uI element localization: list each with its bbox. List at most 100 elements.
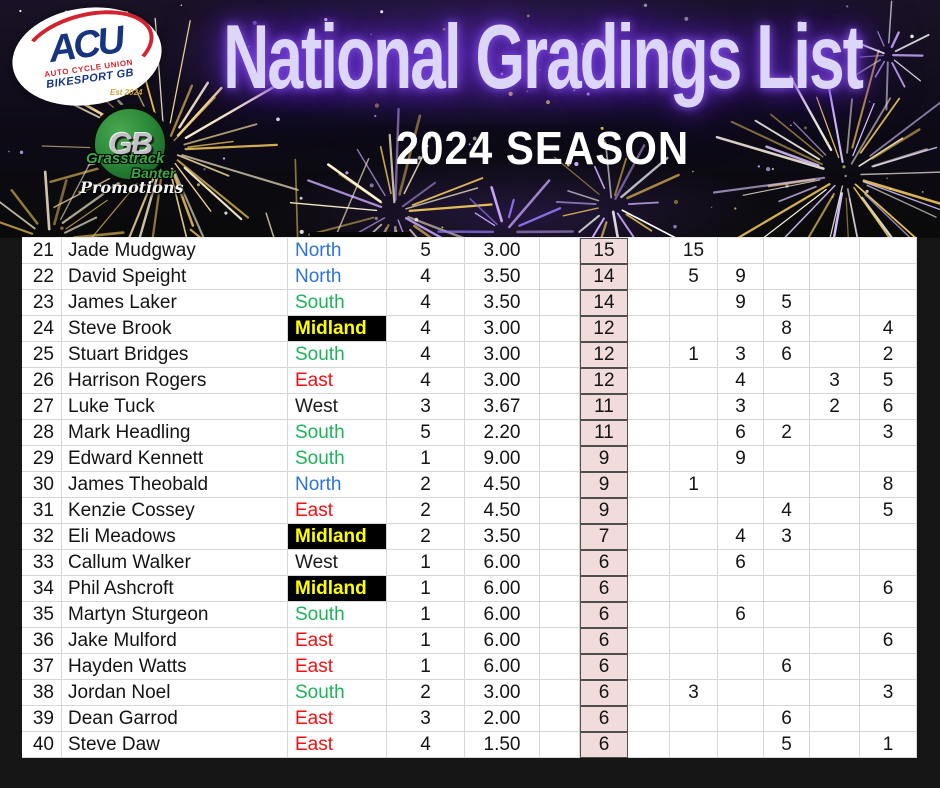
- spacer-cell: [540, 602, 580, 628]
- event-score-cell: [860, 524, 917, 550]
- average-cell: 3.00: [465, 680, 540, 706]
- event-score-cell: 6: [860, 628, 917, 654]
- event-score-cell: 1: [860, 732, 917, 758]
- rider-name-cell: Steve Brook: [62, 316, 288, 342]
- rank-cell: 25: [22, 342, 62, 368]
- events-count-cell: 1: [387, 628, 465, 654]
- rider-name-cell: Harrison Rogers: [62, 368, 288, 394]
- event-score-cell: [810, 732, 860, 758]
- event-score-cell: [670, 446, 718, 472]
- event-score-cell: 6: [860, 576, 917, 602]
- event-score-cell: [670, 290, 718, 316]
- purple-haze: [260, 155, 780, 238]
- event-score-cell: [670, 628, 718, 654]
- event-score-cell: [860, 706, 917, 732]
- event-score-cell: [670, 550, 718, 576]
- spacer-cell: [540, 446, 580, 472]
- region-cell: South: [288, 420, 387, 446]
- event-score-cell: [718, 654, 764, 680]
- events-count-cell: 1: [387, 550, 465, 576]
- event-score-cell: [810, 472, 860, 498]
- event-score-cell: 6: [718, 602, 764, 628]
- total-points-cell: 6: [580, 706, 628, 732]
- rank-cell: 22: [22, 264, 62, 290]
- events-count-cell: 3: [387, 394, 465, 420]
- event-score-cell: 2: [860, 342, 917, 368]
- total-points-cell: 6: [580, 576, 628, 602]
- event-score-cell: [810, 576, 860, 602]
- spacer-cell: [540, 628, 580, 654]
- region-cell: East: [288, 654, 387, 680]
- event-score-cell: [764, 550, 810, 576]
- event-score-cell: 8: [764, 316, 810, 342]
- event-score-cell: [718, 732, 764, 758]
- rider-name-cell: Luke Tuck: [62, 394, 288, 420]
- event-score-cell: 3: [860, 680, 917, 706]
- rider-name-cell: Hayden Watts: [62, 654, 288, 680]
- average-cell: 3.50: [465, 290, 540, 316]
- spacer-cell: [540, 654, 580, 680]
- season-subtitle: 2024 SEASON: [395, 122, 690, 174]
- spacer-cell: [540, 706, 580, 732]
- total-points-cell: 6: [580, 602, 628, 628]
- event-score-cell: [628, 264, 670, 290]
- average-cell: 3.00: [465, 316, 540, 342]
- purple-haze: [150, 0, 810, 130]
- total-points-cell: 9: [580, 498, 628, 524]
- event-score-cell: [810, 264, 860, 290]
- event-score-cell: [628, 550, 670, 576]
- rank-cell: 28: [22, 420, 62, 446]
- spacer-cell: [540, 680, 580, 706]
- rank-cell: 30: [22, 472, 62, 498]
- event-score-cell: [670, 654, 718, 680]
- region-cell: East: [288, 732, 387, 758]
- region-cell: West: [288, 550, 387, 576]
- gb-est-text: Est 2024: [110, 88, 143, 97]
- event-score-cell: [628, 316, 670, 342]
- event-score-cell: 6: [764, 706, 810, 732]
- event-score-cell: [718, 680, 764, 706]
- region-cell: North: [288, 264, 387, 290]
- region-cell: South: [288, 446, 387, 472]
- rider-name-cell: Jade Mudgway: [62, 238, 288, 264]
- total-points-cell: 12: [580, 368, 628, 394]
- gradings-table: 21 Jade Mudgway North 5 3.00 15 15 22 David Spei…: [22, 237, 917, 758]
- gb-brand-grasstrack: Grasstrack: [86, 150, 165, 167]
- event-score-cell: 9: [718, 446, 764, 472]
- event-score-cell: 4: [718, 368, 764, 394]
- event-score-cell: [810, 654, 860, 680]
- event-score-cell: [764, 680, 810, 706]
- event-score-cell: 2: [764, 420, 810, 446]
- rank-cell: 40: [22, 732, 62, 758]
- region-cell: South: [288, 680, 387, 706]
- event-score-cell: 1: [670, 472, 718, 498]
- event-score-cell: [764, 602, 810, 628]
- events-count-cell: 1: [387, 576, 465, 602]
- event-score-cell: [764, 472, 810, 498]
- rider-name-cell: Callum Walker: [62, 550, 288, 576]
- event-score-cell: [628, 446, 670, 472]
- event-score-cell: [810, 524, 860, 550]
- event-score-cell: 6: [860, 394, 917, 420]
- rider-name-cell: Jake Mulford: [62, 628, 288, 654]
- rank-cell: 39: [22, 706, 62, 732]
- event-score-cell: [670, 706, 718, 732]
- rank-cell: 37: [22, 654, 62, 680]
- event-score-cell: [628, 368, 670, 394]
- event-score-cell: [628, 290, 670, 316]
- event-score-cell: [628, 472, 670, 498]
- event-score-cell: [860, 602, 917, 628]
- event-score-cell: [718, 472, 764, 498]
- event-score-cell: [670, 576, 718, 602]
- region-cell: Midland: [288, 524, 387, 550]
- event-score-cell: [764, 368, 810, 394]
- event-score-cell: [810, 498, 860, 524]
- event-score-cell: 4: [718, 524, 764, 550]
- spacer-cell: [540, 576, 580, 602]
- event-score-cell: [628, 524, 670, 550]
- events-count-cell: 4: [387, 368, 465, 394]
- event-score-cell: [810, 238, 860, 264]
- events-count-cell: 4: [387, 342, 465, 368]
- event-score-cell: [628, 576, 670, 602]
- events-count-cell: 5: [387, 420, 465, 446]
